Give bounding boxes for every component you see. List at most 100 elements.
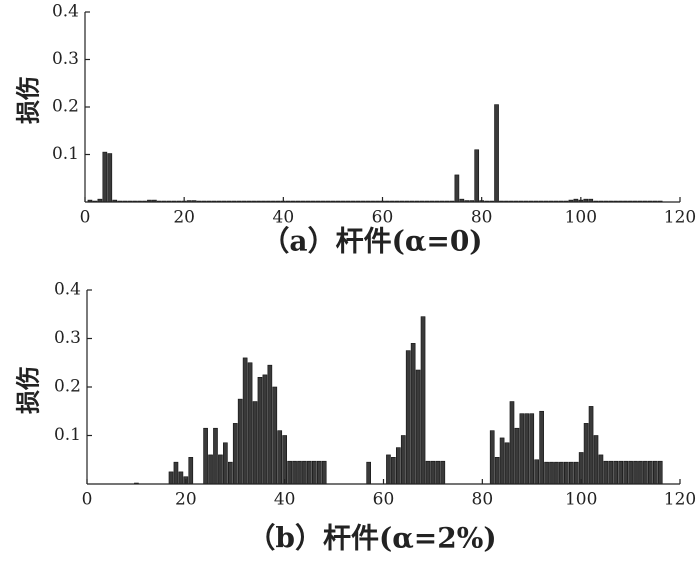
y-tick-label: 0.3: [52, 49, 79, 69]
bar: [425, 460, 431, 485]
bar: [489, 430, 495, 485]
bar: [287, 460, 292, 485]
bar: [474, 149, 480, 203]
bar: [218, 454, 223, 485]
bar: [262, 374, 268, 485]
bar: [618, 460, 624, 485]
x-tick-label: 40: [274, 490, 296, 510]
bar: [539, 410, 544, 485]
bar: [420, 316, 426, 485]
bar: [227, 461, 233, 485]
bar: [499, 437, 505, 485]
bar: [321, 460, 327, 485]
bar: [643, 460, 648, 485]
bar: [440, 460, 446, 485]
bar: [568, 461, 574, 485]
bar: [652, 460, 658, 485]
x-tick-label: 120: [664, 208, 696, 228]
bar: [648, 460, 653, 485]
bar: [529, 413, 535, 485]
bar: [623, 460, 628, 485]
x-tick-label: 120: [664, 490, 696, 510]
bar: [297, 460, 302, 485]
bar: [435, 460, 441, 485]
x-tick-label: 20: [173, 208, 195, 228]
bar: [188, 457, 194, 485]
bar: [247, 362, 253, 485]
bar: [633, 460, 638, 485]
bar: [307, 460, 312, 485]
bar: [400, 435, 406, 485]
x-tick-label: 100: [565, 490, 597, 510]
bar: [267, 364, 273, 485]
bar: [514, 427, 520, 485]
bar: [311, 460, 317, 485]
bar: [549, 461, 554, 485]
x-tick-label: 100: [565, 208, 597, 228]
caption: （a）杆件(α=0): [261, 225, 482, 258]
bar: [524, 413, 530, 485]
bar: [613, 460, 619, 485]
bar: [223, 442, 228, 485]
bar: [638, 460, 643, 485]
bar: [386, 454, 391, 485]
bar: [232, 423, 238, 485]
bar: [554, 461, 559, 485]
bar: [657, 460, 663, 485]
bar: [168, 471, 174, 485]
x-tick-label: 0: [82, 490, 93, 510]
y-tick-label: 0.1: [52, 144, 79, 164]
bar: [178, 471, 184, 485]
caption: （b）杆件(α=2%): [247, 522, 496, 555]
bar: [494, 104, 499, 203]
y-axis-label: 损伤: [14, 366, 43, 414]
bar: [257, 376, 263, 485]
bar: [366, 461, 372, 485]
bar: [564, 461, 569, 485]
bar: [208, 454, 213, 485]
bar: [277, 430, 283, 485]
bar: [559, 461, 564, 485]
x-tick-label: 40: [273, 208, 295, 228]
bar: [107, 153, 113, 203]
bar: [454, 174, 460, 203]
bar: [252, 401, 258, 485]
y-tick-label: 0.1: [54, 425, 81, 445]
x-tick-label: 0: [80, 208, 91, 228]
bar: [102, 151, 108, 203]
y-tick-label: 0.4: [52, 2, 79, 22]
bar: [598, 454, 604, 485]
bar: [583, 423, 589, 485]
x-tick-label: 80: [472, 490, 494, 510]
bar: [494, 457, 500, 485]
y-tick-label: 0.4: [54, 280, 81, 300]
bar: [405, 350, 411, 485]
x-tick-label: 20: [175, 490, 197, 510]
bar: [237, 398, 243, 485]
bar: [213, 427, 218, 485]
bar: [292, 460, 297, 485]
bar: [430, 460, 436, 485]
x-tick-label: 60: [373, 490, 395, 510]
bar: [504, 442, 510, 485]
bar: [628, 460, 633, 485]
bar: [173, 461, 179, 485]
bar: [395, 447, 401, 485]
bar: [302, 460, 307, 485]
y-tick-label: 0.2: [52, 97, 79, 117]
x-tick-label: 60: [372, 208, 394, 228]
bar: [509, 401, 515, 485]
bar: [534, 459, 540, 485]
bar: [415, 369, 421, 485]
bar: [282, 435, 287, 485]
bar: [588, 406, 594, 485]
bar: [593, 435, 599, 485]
bar: [272, 386, 278, 485]
bar: [203, 427, 208, 485]
y-axis-label: 损伤: [14, 76, 43, 124]
y-tick-label: 0.3: [54, 328, 81, 348]
bar: [608, 460, 614, 485]
bar: [573, 461, 579, 485]
bar: [242, 357, 248, 485]
